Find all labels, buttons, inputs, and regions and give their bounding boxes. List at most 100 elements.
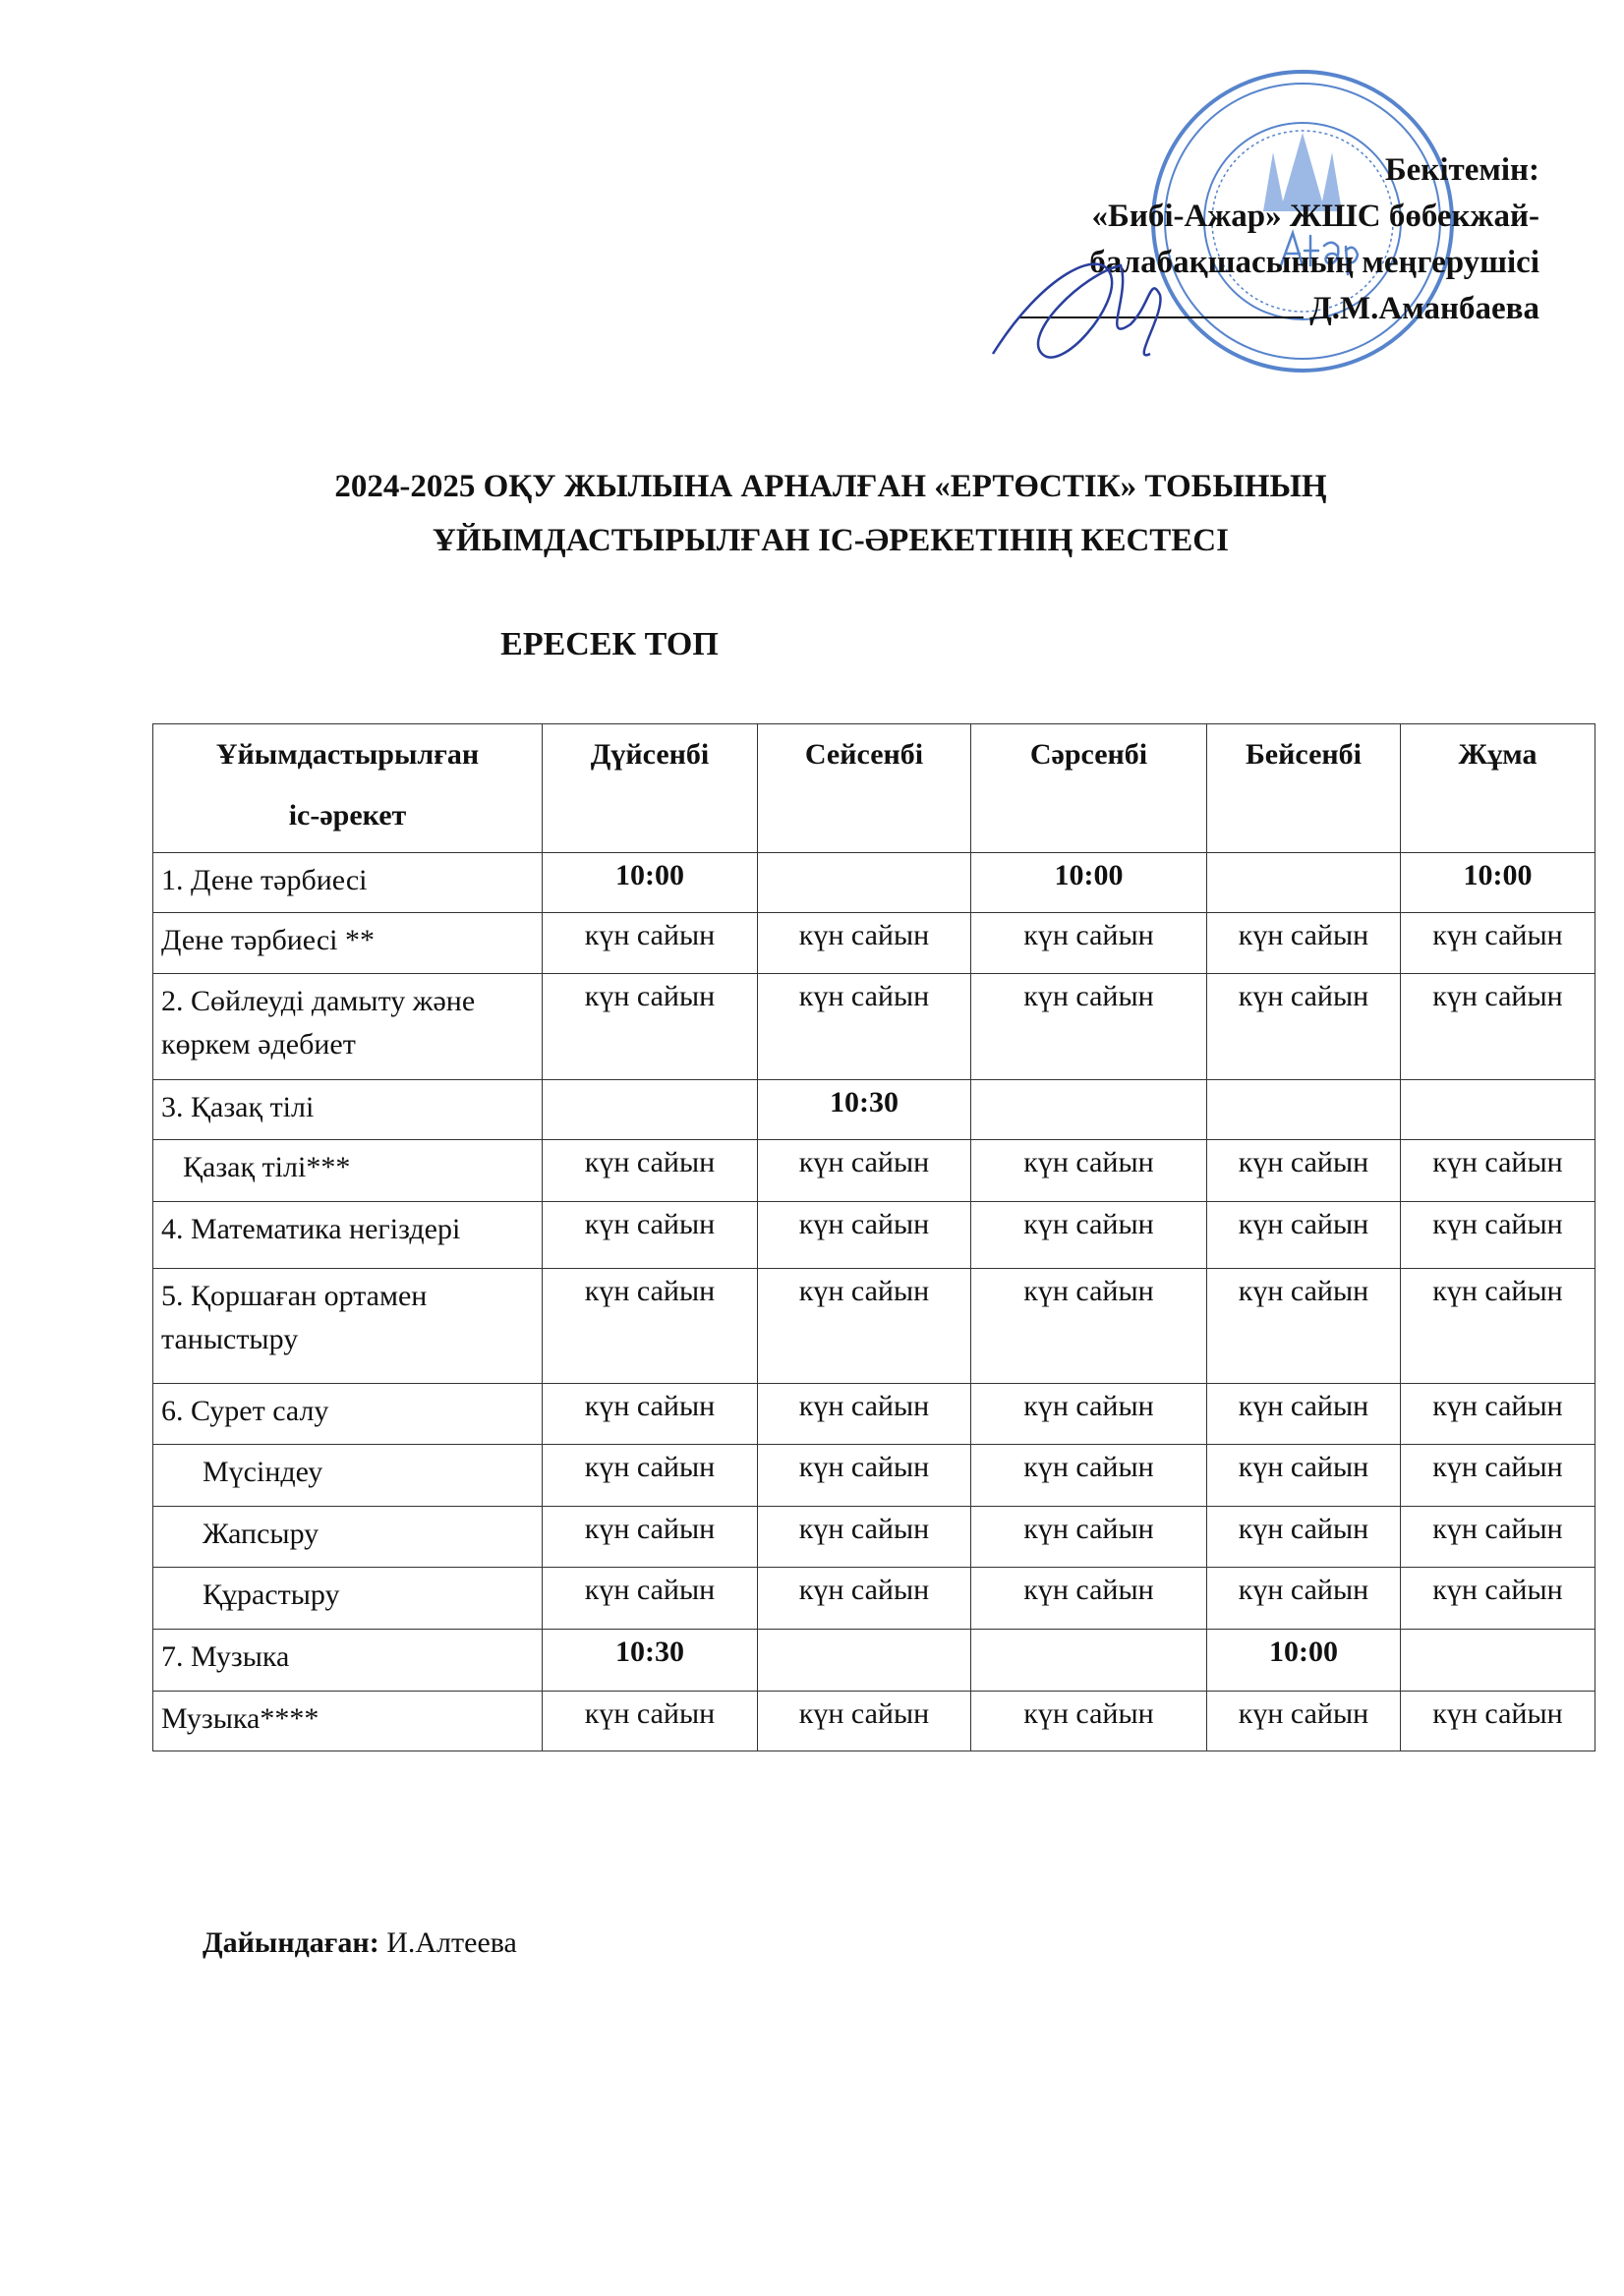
schedule-cell: күн сайын — [757, 1506, 971, 1568]
schedule-cell — [970, 1629, 1207, 1692]
table-row: 3. Қазақ тілі 10:30 — [152, 1079, 1595, 1140]
stamp-seal — [1151, 70, 1454, 373]
table-body: 1. Дене тәрбиесі 10:00 10:00 10:00 Дене тәрб… — [152, 852, 1595, 1751]
schedule-cell: күн сайын — [1206, 1567, 1401, 1630]
schedule-cell: күн сайын — [1400, 1567, 1595, 1630]
schedule-cell: күн сайын — [970, 1201, 1207, 1269]
activity-cell: 3. Қазақ тілі — [152, 1079, 543, 1140]
schedule-cell: күн сайын — [1400, 1268, 1595, 1384]
signature-line — [1018, 316, 1305, 318]
activity-cell: 1. Дене тәрбиесі — [152, 852, 543, 913]
preparer-name: И.Алтеева — [386, 1926, 517, 1959]
schedule-cell: күн сайын — [1400, 1691, 1595, 1751]
schedule-cell: күн сайын — [970, 1383, 1207, 1445]
schedule-cell: күн сайын — [1206, 1383, 1401, 1445]
activity-cell: 7. Музыка — [152, 1629, 543, 1692]
schedule-cell: күн сайын — [757, 1567, 971, 1630]
approval-org: «Бибі-Ажар» ЖШС бөбекжай- — [1091, 199, 1539, 234]
schedule-table: Ұйымдастырылған іс-әрекет Дүйсенбі Сейсен… — [152, 723, 1595, 1751]
schedule-cell: күн сайын — [1400, 1444, 1595, 1507]
prepared-by: Дайындаған: И.Алтеева — [203, 1926, 517, 1960]
header-day: Сейсенбі — [757, 723, 971, 853]
schedule-cell: 10:30 — [542, 1629, 758, 1692]
table-row: Жапсыру күн сайын күн сайын күн сайын күн са… — [152, 1506, 1595, 1568]
header-day: Дүйсенбі — [542, 723, 758, 853]
schedule-cell: күн сайын — [757, 1139, 971, 1202]
schedule-cell: күн сайын — [757, 1201, 971, 1269]
schedule-cell: күн сайын — [542, 1139, 758, 1202]
schedule-cell: күн сайын — [1206, 1139, 1401, 1202]
table-row: Музыка**** күн сайын күн сайын күн сайын күн… — [152, 1691, 1595, 1751]
schedule-cell: күн сайын — [970, 1567, 1207, 1630]
table-row: Дене тәрбиесі ** күн сайын күн сайын күн са… — [152, 912, 1595, 974]
table-row: 5. Қоршаған ортамен таныстыру күн сайын кү… — [152, 1268, 1595, 1384]
approval-block: Бекітемін: «Бибі-Ажар» ЖШС бөбекжай- бал… — [1018, 147, 1539, 332]
schedule-cell: күн сайын — [757, 1383, 971, 1445]
schedule-cell: күн сайын — [542, 912, 758, 974]
approval-heading: Бекітемін: — [1384, 152, 1539, 188]
table-row: 7. Музыка 10:30 10:00 — [152, 1629, 1595, 1692]
activity-cell: 6. Сурет салу — [152, 1383, 543, 1445]
schedule-cell: күн сайын — [757, 973, 971, 1080]
schedule-cell: күн сайын — [1206, 1691, 1401, 1751]
table-row: Қазақ тілі*** күн сайын күн сайын күн сайын… — [152, 1139, 1595, 1202]
table-row: 4. Математика негіздері күн сайын күн сайы… — [152, 1201, 1595, 1269]
table-header-row: Ұйымдастырылған іс-әрекет Дүйсенбі Сейсен… — [152, 723, 1595, 853]
schedule-cell: күн сайын — [542, 1268, 758, 1384]
schedule-cell: күн сайын — [1400, 1506, 1595, 1568]
schedule-cell: күн сайын — [970, 1268, 1207, 1384]
schedule-cell — [542, 1079, 758, 1140]
title-line-2: ҰЙЫМДАСТЫРЫЛҒАН ІС-ӘРЕКЕТІНІҢ КЕСТЕСІ — [433, 523, 1229, 558]
activity-cell: Мүсіндеу — [152, 1444, 543, 1507]
schedule-cell: күн сайын — [757, 1268, 971, 1384]
schedule-cell — [1206, 852, 1401, 913]
schedule-cell: күн сайын — [542, 1691, 758, 1751]
signature — [991, 262, 1162, 359]
schedule-cell: күн сайын — [1206, 912, 1401, 974]
activity-cell: 2. Сөйлеуді дамыту және көркем әдебиет — [152, 973, 543, 1080]
schedule-cell: күн сайын — [970, 1139, 1207, 1202]
schedule-cell: күн сайын — [542, 1201, 758, 1269]
schedule-cell: 10:30 — [757, 1079, 971, 1140]
schedule-cell — [1400, 1079, 1595, 1140]
header-day: Сәрсенбі — [970, 723, 1207, 853]
table-row: Құрастыру күн сайын күн сайын күн сайын күн … — [152, 1567, 1595, 1630]
schedule-cell: күн сайын — [970, 1691, 1207, 1751]
schedule-cell: күн сайын — [970, 973, 1207, 1080]
schedule-cell: күн сайын — [542, 1444, 758, 1507]
schedule-cell: күн сайын — [542, 1567, 758, 1630]
schedule-cell: күн сайын — [757, 912, 971, 974]
schedule-cell: күн сайын — [757, 1691, 971, 1751]
schedule-cell — [757, 1629, 971, 1692]
schedule-cell: күн сайын — [757, 1444, 971, 1507]
activity-cell: Музыка**** — [152, 1691, 543, 1751]
schedule-cell: күн сайын — [1400, 1383, 1595, 1445]
schedule-cell: 10:00 — [1206, 1629, 1401, 1692]
activity-cell: 4. Математика негіздері — [152, 1201, 543, 1269]
schedule-cell: күн сайын — [970, 1444, 1207, 1507]
schedule-cell: күн сайын — [542, 973, 758, 1080]
activity-cell: 5. Қоршаған ортамен таныстыру — [152, 1268, 543, 1384]
schedule-cell: күн сайын — [1400, 912, 1595, 974]
table-row: Мүсіндеу күн сайын күн сайын күн сайын күн с… — [152, 1444, 1595, 1507]
approver-name: Д.М.Аманбаева — [1309, 291, 1539, 326]
title-line-1: 2024-2025 ОҚУ ЖЫЛЫНА АРНАЛҒАН «ЕРТӨСТІК»… — [334, 469, 1327, 504]
table-row: 2. Сөйлеуді дамыту және көркем әдебиет кү… — [152, 973, 1595, 1080]
schedule-cell: күн сайын — [542, 1506, 758, 1568]
header-activity-line-1: Ұйымдастырылған — [215, 738, 480, 771]
activity-cell: Қазақ тілі*** — [152, 1139, 543, 1202]
schedule-cell: күн сайын — [1206, 1444, 1401, 1507]
document-title: 2024-2025 ОҚУ ЖЫЛЫНА АРНАЛҒАН «ЕРТӨСТІК»… — [143, 460, 1519, 568]
schedule-cell: күн сайын — [1206, 1506, 1401, 1568]
header-activity-line-2: іс-әрекет — [288, 799, 407, 832]
schedule-cell: күн сайын — [1400, 1201, 1595, 1269]
schedule-cell: күн сайын — [542, 1383, 758, 1445]
schedule-cell — [970, 1079, 1207, 1140]
schedule-cell — [757, 852, 971, 913]
activity-cell: Дене тәрбиесі ** — [152, 912, 543, 974]
approval-position: балабақшасының меңгерушісі — [1089, 245, 1539, 280]
schedule-cell: күн сайын — [1400, 1139, 1595, 1202]
schedule-cell: күн сайын — [1206, 1201, 1401, 1269]
schedule-cell: күн сайын — [1206, 973, 1401, 1080]
schedule-cell: күн сайын — [1400, 973, 1595, 1080]
